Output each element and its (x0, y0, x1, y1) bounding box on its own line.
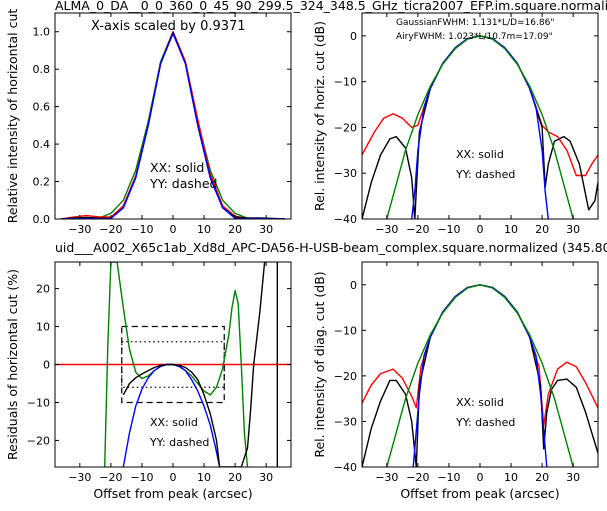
p2-annotation-yy: YY: dashed (455, 168, 515, 181)
p4-xtick-label-6: 30 (566, 471, 580, 484)
p1-ytick-label-5: 1.0 (33, 26, 51, 39)
p2-annotation-gaussian: GaussianFWHM: 1.131*L/D=16.86" (396, 18, 554, 28)
mid-title: uid___A002_X65c1ab_Xd8d_APC-DA56-H-USB-b… (55, 240, 607, 255)
p3-annotation-xx: XX: solid (150, 416, 198, 429)
p2-xtick-label-3: 0 (477, 223, 484, 236)
p3-ytick-label-2: 0 (43, 359, 50, 372)
p3-xtick-label-6: 30 (259, 471, 273, 484)
p4-xtick-label-1: −20 (406, 471, 429, 484)
p1-ytick-label-0: 0.0 (33, 213, 51, 226)
p4-plot-area (362, 284, 598, 467)
p3-xlabel: Offset from peak (arcsec) (93, 486, 252, 501)
p1-xtick-label-2: −10 (130, 223, 153, 236)
p4-series-black-1 (362, 284, 598, 467)
p1-annotation-scale: X-axis scaled by 0.9371 (91, 19, 246, 34)
p2-ytick-label-4: 0 (350, 30, 357, 43)
p2-ylabel: Rel. intensity of horiz. cut (dB) (312, 21, 327, 211)
plot-4: −30 −20 −10 0 10 20 30 −40 −30 −20 −10 0 Rel. intens… (312, 261, 599, 501)
p2-xtick-label-6: 30 (566, 223, 580, 236)
p4-ytick-label-3: −10 (334, 324, 357, 337)
p3-xtick-label-5: 20 (228, 471, 242, 484)
p4-axes-frame (361, 261, 599, 468)
p3-dotted-box-1 (121, 341, 225, 388)
p3-xtick-label-1: −20 (99, 471, 122, 484)
p1-series-black-2 (61, 32, 285, 219)
p1-ylabel: Relative intensity of horizontal cut (5, 9, 20, 224)
p2-series-green-3 (386, 35, 574, 219)
p2-ytick-label-3: −10 (334, 76, 357, 89)
p2-xtick-label-5: 20 (535, 223, 549, 236)
p1-xtick-label-0: −30 (68, 223, 91, 236)
p1-ytick-label-4: 0.8 (33, 63, 51, 76)
p4-ytick-label-4: 0 (350, 279, 357, 292)
p1-xtick-label-6: 30 (259, 223, 273, 236)
p2-xtick-label-2: −10 (437, 223, 460, 236)
p4-xtick-label-3: 0 (477, 471, 484, 484)
p3-ytick-label-4: 20 (36, 283, 50, 296)
p3-plot-area (55, 262, 291, 467)
p4-series-blue-2 (412, 284, 548, 467)
p4-ytick-label-2: −20 (334, 370, 357, 383)
p4-annotation-xx: XX: solid (456, 396, 504, 409)
p4-xlabel: Offset from peak (arcsec) (400, 486, 559, 501)
p1-annotation-xx: XX: solid (150, 160, 204, 175)
p4-xtick-label-5: 20 (535, 471, 549, 484)
p2-annotation-airy: AiryFWHM: 1.023*L/10.7m=17.09" (396, 32, 553, 42)
plot-1: −30 −20 −10 0 10 20 30 0.0 0.2 0.4 0.6 0.8 1.0 Relati… (5, 9, 292, 236)
p2-ytick-label-0: −40 (334, 213, 357, 226)
p2-series-black-1 (362, 35, 598, 219)
p1-xtick-label-1: −20 (99, 223, 122, 236)
p4-xtick-label-0: −30 (375, 471, 398, 484)
p3-series-black-3 (122, 262, 266, 467)
p1-series-blue-3 (61, 32, 285, 219)
p2-plot-area (362, 35, 598, 219)
p1-xtick-label-3: 0 (170, 223, 177, 236)
p3-ytick-label-3: 10 (36, 321, 50, 334)
p2-annotation-xx: XX: solid (456, 148, 504, 161)
p2-xtick-label-4: 10 (504, 223, 518, 236)
p3-xtick-label-3: 0 (170, 471, 177, 484)
p4-ytick-label-0: −40 (334, 461, 357, 474)
p2-xtick-label-1: −20 (406, 223, 429, 236)
plot-2: −30 −20 −10 0 10 20 30 −40 −30 −20 −10 0 Rel. intens… (312, 12, 599, 236)
p3-ytick-label-0: −20 (27, 434, 50, 447)
p1-xtick-label-5: 20 (228, 223, 242, 236)
p1-ytick-label-3: 0.6 (33, 101, 51, 114)
p4-xtick-label-4: 10 (504, 471, 518, 484)
p2-ytick-label-2: −20 (334, 121, 357, 134)
p2-xtick-label-0: −30 (375, 223, 398, 236)
p2-ytick-label-1: −30 (334, 167, 357, 180)
p3-xtick-label-4: 10 (197, 471, 211, 484)
p1-xtick-label-4: 10 (197, 223, 211, 236)
p1-annotation-yy: YY: dashed (149, 176, 217, 191)
p3-ylabel: Residuals of horizontal cut (%) (5, 269, 20, 460)
p3-xtick-label-0: −30 (68, 471, 91, 484)
p4-series-green-3 (386, 284, 574, 467)
p3-ytick-label-1: −10 (27, 396, 50, 409)
p4-ytick-label-1: −30 (334, 415, 357, 428)
p1-ytick-label-2: 0.4 (33, 138, 51, 151)
p2-series-blue-2 (411, 35, 549, 219)
p3-xtick-label-2: −10 (130, 471, 153, 484)
plot-3: −30 −20 −10 0 10 20 30 −20 −10 0 10 20 Residuals of … (5, 261, 292, 501)
p4-xtick-label-2: −10 (437, 471, 460, 484)
p4-annotation-yy: YY: dashed (455, 416, 515, 429)
top-title: ALMA_0_DA__0_0_360_0_45_90_299.5_324_348… (55, 0, 607, 13)
p3-annotation-yy: YY: dashed (149, 436, 209, 449)
p1-ytick-label-1: 0.2 (33, 176, 51, 189)
p4-ylabel: Rel. intensity of diag. cut (dB) (312, 271, 327, 457)
